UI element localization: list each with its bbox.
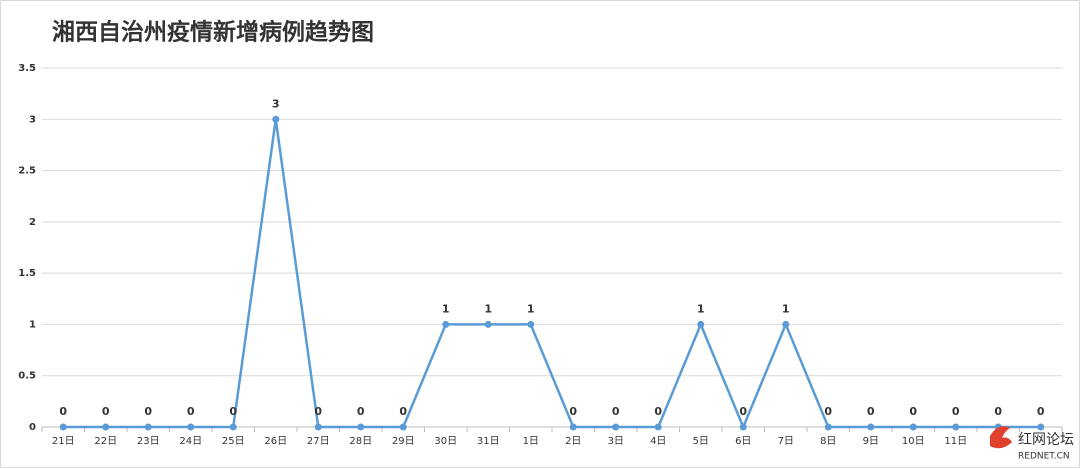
x-tick-label: 30日 bbox=[434, 436, 457, 447]
x-tick-label: 3日 bbox=[608, 436, 624, 447]
data-point bbox=[442, 320, 450, 328]
data-label: 0 bbox=[569, 405, 577, 418]
watermark: 红网论坛 REDNET.CN bbox=[990, 426, 1074, 462]
data-label: 0 bbox=[357, 405, 365, 418]
x-tick-label: 1日 bbox=[523, 436, 539, 447]
data-label: 0 bbox=[102, 405, 110, 418]
x-tick-label: 5日 bbox=[693, 436, 709, 447]
data-point bbox=[144, 423, 152, 431]
data-label: 0 bbox=[314, 405, 322, 418]
data-label: 1 bbox=[782, 302, 790, 315]
data-point bbox=[399, 423, 407, 431]
x-tick-label: 7日 bbox=[778, 436, 794, 447]
data-label: 0 bbox=[739, 405, 747, 418]
x-tick-label: 8日 bbox=[820, 436, 836, 447]
data-label: 0 bbox=[1037, 405, 1045, 418]
data-point bbox=[952, 423, 960, 431]
x-tick-label: 6日 bbox=[735, 436, 751, 447]
data-point bbox=[272, 115, 280, 123]
data-label: 0 bbox=[824, 405, 832, 418]
data-point bbox=[1037, 423, 1045, 431]
y-tick-label: 1 bbox=[29, 319, 36, 330]
x-tick-label: 10日 bbox=[902, 436, 925, 447]
x-tick-label: 23日 bbox=[137, 436, 160, 447]
data-label: 0 bbox=[867, 405, 875, 418]
x-tick-label: 9日 bbox=[863, 436, 879, 447]
data-point bbox=[484, 320, 492, 328]
data-label: 0 bbox=[654, 405, 662, 418]
series-line bbox=[63, 118, 1041, 429]
watermark-domain: REDNET.CN bbox=[1018, 452, 1070, 462]
data-point bbox=[102, 423, 110, 431]
data-label: 1 bbox=[484, 302, 492, 315]
data-point bbox=[612, 423, 620, 431]
y-tick-label: 2.5 bbox=[18, 166, 36, 177]
y-tick-label: 0.5 bbox=[18, 371, 36, 382]
x-tick-label: 2日 bbox=[565, 436, 581, 447]
data-point bbox=[782, 320, 790, 328]
x-tick-label: 4日 bbox=[650, 436, 666, 447]
x-tick-label: 26日 bbox=[264, 436, 287, 447]
data-label: 1 bbox=[697, 302, 705, 315]
data-label: 3 bbox=[272, 97, 280, 110]
y-tick-label: 3 bbox=[29, 114, 36, 125]
data-point bbox=[357, 423, 365, 431]
data-point bbox=[697, 320, 705, 328]
y-tick-label: 2 bbox=[29, 217, 36, 228]
data-point bbox=[867, 423, 875, 431]
x-tick-label: 25日 bbox=[222, 436, 245, 447]
x-tick-label: 27日 bbox=[307, 436, 330, 447]
x-tick-label: 22日 bbox=[94, 436, 117, 447]
data-point bbox=[59, 423, 67, 431]
data-label: 1 bbox=[442, 302, 450, 315]
data-label: 0 bbox=[144, 405, 152, 418]
data-label: 0 bbox=[187, 405, 195, 418]
data-point bbox=[909, 423, 917, 431]
data-point bbox=[314, 423, 322, 431]
data-label: 0 bbox=[612, 405, 620, 418]
chart-title: 湘西自治州疫情新增病例趋势图 bbox=[52, 19, 374, 46]
data-point bbox=[654, 423, 662, 431]
data-point bbox=[739, 423, 747, 431]
data-label: 0 bbox=[994, 405, 1002, 418]
data-point bbox=[527, 320, 535, 328]
data-point bbox=[569, 423, 577, 431]
x-tick-label: 11日 bbox=[944, 436, 967, 447]
data-label: 0 bbox=[59, 405, 67, 418]
data-point bbox=[187, 423, 195, 431]
data-label: 0 bbox=[399, 405, 407, 418]
data-label: 1 bbox=[527, 302, 535, 315]
watermark-logo bbox=[990, 426, 1012, 449]
x-tick-label: 21日 bbox=[52, 436, 75, 447]
y-tick-label: 0 bbox=[29, 422, 36, 433]
data-point bbox=[824, 423, 832, 431]
x-tick-label: 31日 bbox=[477, 436, 500, 447]
y-tick-label: 1.5 bbox=[18, 268, 36, 279]
data-point bbox=[229, 423, 237, 431]
y-tick-label: 3.5 bbox=[18, 63, 36, 74]
data-label: 0 bbox=[229, 405, 237, 418]
x-tick-label: 29日 bbox=[392, 436, 415, 447]
x-tick-label: 28日 bbox=[349, 436, 372, 447]
watermark-name: 红网论坛 bbox=[1018, 432, 1074, 448]
data-label: 0 bbox=[909, 405, 917, 418]
x-tick-label: 24日 bbox=[179, 436, 202, 447]
data-label: 0 bbox=[952, 405, 960, 418]
